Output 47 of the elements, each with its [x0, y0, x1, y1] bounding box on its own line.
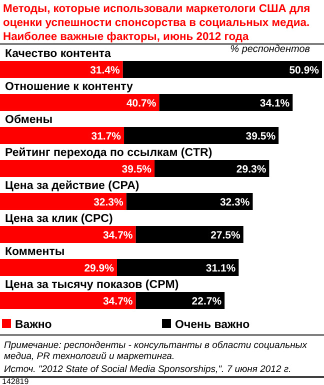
chart-subtitle: % респондентов — [230, 44, 310, 55]
y-tick-label: Обмены — [5, 114, 53, 126]
bar — [154, 160, 270, 177]
y-tick-label: Качество контента — [5, 48, 112, 60]
y-tick-label: Комменты — [5, 246, 65, 258]
y-tick-label: Рейтинг перехода по ссылкам (CTR) — [5, 147, 212, 159]
bar — [122, 61, 322, 78]
text: Примечание: респонденты - консультанты в области социальных медиа, PR технологий и маркетинга. — [4, 340, 308, 362]
y-tick-label: Цена за клик (CPC) — [5, 213, 113, 225]
bar — [0, 259, 117, 276]
data-label: 32.3% — [220, 196, 250, 208]
data-label: 34.1% — [260, 98, 290, 110]
text: 142819 — [2, 377, 30, 385]
bar — [0, 94, 160, 111]
data-label: 39.5% — [122, 164, 152, 176]
chart-title: Методы, которые использовали маркетологи США для оценки успешности спонсорства в социальных медиа. Наиболее важные факторы, июнь 2012 года — [3, 3, 310, 43]
y-tick-label: Отношение к контенту — [5, 81, 134, 93]
bar — [136, 226, 244, 243]
data-label: 34.7% — [102, 230, 134, 242]
bar — [124, 127, 279, 144]
bar — [126, 193, 253, 210]
y-tick-label: Цена за действие (CPA) — [5, 180, 140, 192]
data-label: 50.9% — [289, 64, 320, 76]
bar — [116, 259, 239, 276]
legend-label: Очень важно — [175, 319, 250, 331]
bar — [0, 127, 124, 144]
legend-label: Важно — [15, 319, 52, 331]
data-label: 29.3% — [236, 164, 267, 176]
text: Источ. "2012 State of Social Media Sponsorships,". 7 июня 2012 г. — [4, 364, 292, 375]
bar — [0, 193, 126, 210]
data-label: 22.7% — [192, 296, 222, 308]
data-label: 31.7% — [91, 130, 122, 142]
data-label: 39.5% — [246, 130, 276, 142]
y-tick-label: Цена за тысячу показов (CPM) — [5, 279, 179, 291]
bar — [0, 292, 136, 309]
bar — [159, 94, 293, 111]
bar — [0, 61, 123, 78]
data-label: 31.4% — [90, 64, 121, 76]
bar — [0, 160, 155, 177]
data-label: 27.5% — [210, 230, 242, 242]
data-label: 34.7% — [102, 296, 134, 308]
data-label: 29.9% — [84, 262, 115, 274]
bar — [0, 226, 136, 243]
data-label: 40.7% — [126, 98, 157, 110]
bar — [136, 292, 225, 309]
data-label: 31.1% — [206, 262, 236, 274]
data-label: 32.3% — [94, 196, 124, 208]
